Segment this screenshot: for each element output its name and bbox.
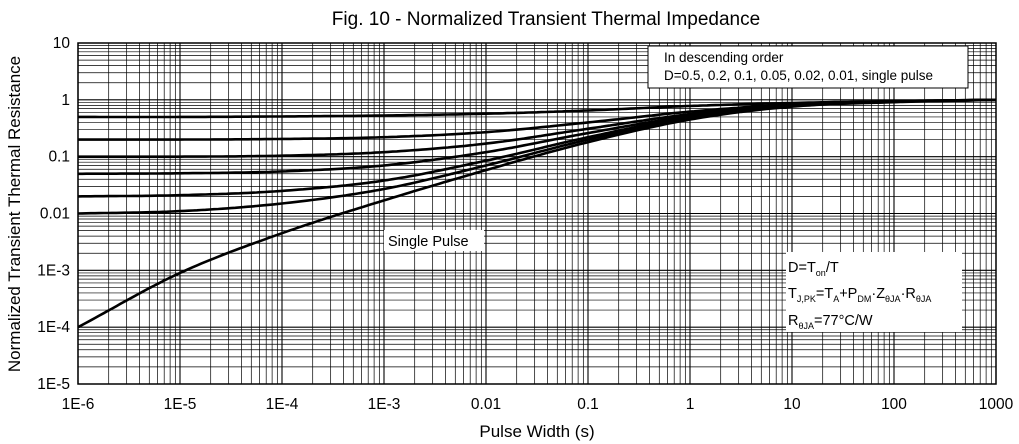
single-pulse-bg bbox=[384, 230, 484, 251]
formula-box: D=Ton/T TJ,PK=TA+PDM·ZθJA·RθJA RθJA=77°C… bbox=[786, 252, 962, 332]
curve-5 bbox=[77, 98, 997, 198]
x-tick-label: 0.1 bbox=[577, 396, 599, 413]
x-tick-label: 1E-5 bbox=[164, 396, 197, 413]
x-tick-label: 1000 bbox=[979, 396, 1014, 413]
single-pulse-label: Single Pulse bbox=[384, 230, 484, 251]
x-tick-label: 1E-3 bbox=[368, 396, 401, 413]
y-tick-label: 0.01 bbox=[40, 206, 70, 223]
curve-7 bbox=[77, 98, 997, 329]
curve-2 bbox=[78, 98, 997, 141]
x-tick-labels: 1E-6 1E-5 1E-4 1E-3 0.01 0.1 1 10 100 1000 bbox=[62, 396, 1014, 413]
order-legend-bg bbox=[647, 45, 969, 89]
x-tick-label: 100 bbox=[881, 396, 907, 413]
single-pulse-text: Single Pulse bbox=[388, 234, 469, 250]
y-tick-label: 1E-3 bbox=[37, 262, 70, 279]
formula-duty: D=Ton/T bbox=[788, 260, 839, 278]
x-tick-label: 1E-6 bbox=[62, 396, 95, 413]
order-legend-line2: D=0.5, 0.2, 0.1, 0.05, 0.02, 0.01, singl… bbox=[664, 68, 933, 83]
x-tick-label: 0.01 bbox=[471, 396, 501, 413]
x-tick-label: 10 bbox=[783, 396, 801, 413]
y-tick-label: 1E-5 bbox=[37, 376, 70, 393]
x-axis-label: Pulse Width (s) bbox=[479, 422, 594, 441]
order-legend-box: In descending order D=0.5, 0.2, 0.1, 0.0… bbox=[647, 45, 969, 89]
formula-tj: TJ,PK=TA+PDM·ZθJA·RθJA bbox=[788, 286, 931, 304]
y-tick-labels: 1E-5 1E-4 1E-3 0.01 0.1 1 10 bbox=[37, 35, 70, 393]
x-tick-label: 1 bbox=[686, 396, 695, 413]
curves bbox=[77, 98, 997, 329]
formula-r: RθJA=77°C/W bbox=[788, 313, 873, 331]
plot-grid bbox=[77, 43, 996, 385]
y-tick-label: 0.1 bbox=[48, 149, 70, 166]
y-tick-label: 1E-4 bbox=[37, 319, 70, 336]
order-legend-line1: In descending order bbox=[664, 50, 784, 65]
y-tick-label: 1 bbox=[61, 92, 70, 109]
chart-title: Fig. 10 - Normalized Transient Thermal I… bbox=[332, 9, 760, 30]
x-tick-label: 1E-4 bbox=[266, 396, 299, 413]
y-axis-label: Normalized Transient Thermal Resistance bbox=[5, 56, 24, 372]
y-tick-label: 10 bbox=[53, 35, 71, 52]
formula-bg bbox=[786, 252, 962, 332]
